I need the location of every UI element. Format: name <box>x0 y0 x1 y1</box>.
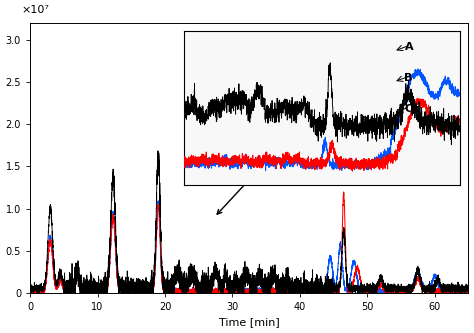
X-axis label: Time [min]: Time [min] <box>219 317 280 327</box>
Text: ×10⁷: ×10⁷ <box>21 5 49 15</box>
